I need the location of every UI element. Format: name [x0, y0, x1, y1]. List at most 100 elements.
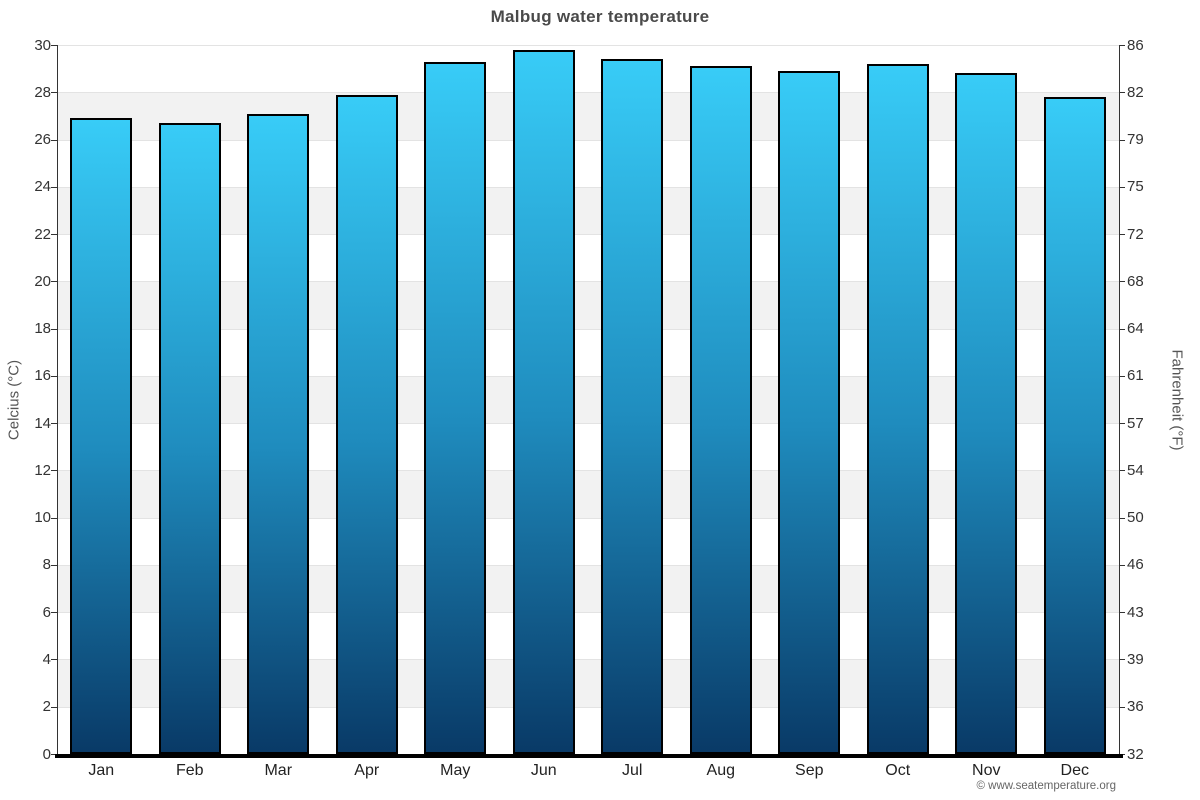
plot-band [57, 375, 1119, 424]
fahrenheit-tick-label: 50 [1127, 509, 1144, 527]
plot-band [57, 706, 1119, 754]
gridline [57, 470, 1119, 472]
month-label-may: May [440, 762, 471, 779]
celsius-tick-label: 26 [34, 131, 51, 149]
month-label-apr: Apr [354, 762, 380, 779]
celsius-tick-label: 10 [34, 509, 51, 527]
celsius-tick-label: 24 [34, 178, 51, 196]
bar-feb[interactable] [158, 123, 221, 754]
gridline [57, 234, 1119, 236]
fahrenheit-tick-label: 64 [1127, 320, 1144, 338]
gridline [57, 564, 1119, 566]
celsius-tick-mark [51, 139, 57, 141]
celsius-tick-label: 14 [34, 414, 51, 432]
fahrenheit-tick-mark [1119, 45, 1125, 46]
fahrenheit-tick-mark [1119, 234, 1125, 236]
bar-aug[interactable] [689, 66, 752, 754]
fahrenheit-tick-label: 61 [1127, 367, 1144, 385]
fahrenheit-tick-mark [1119, 470, 1125, 472]
plot-band [57, 234, 1119, 282]
celsius-tick-label: 6 [42, 603, 51, 621]
plot-band [57, 92, 1119, 140]
celsius-tick-mark [51, 92, 57, 94]
celsius-tick-mark [51, 517, 57, 519]
bar-nov[interactable] [955, 73, 1018, 754]
plot-band [57, 612, 1119, 660]
fahrenheit-tick-label: 36 [1127, 698, 1144, 716]
plot-band [57, 423, 1119, 471]
fahrenheit-tick-label: 43 [1127, 603, 1144, 621]
celsius-tick-mark [51, 423, 57, 425]
month-label-jul: Jul [622, 762, 643, 779]
fahrenheit-tick-mark [1119, 328, 1125, 330]
celsius-tick-mark [51, 281, 57, 283]
celsius-tick-mark [51, 234, 57, 236]
month-label-dec: Dec [1060, 762, 1089, 779]
fahrenheit-tick-label: 39 [1127, 650, 1144, 668]
plot-area [51, 45, 1125, 758]
fahrenheit-axis-title: Fahrenheit (°F) [1168, 349, 1186, 451]
fahrenheit-tick-mark [1119, 375, 1125, 377]
fahrenheit-tick-mark [1119, 612, 1125, 614]
fahrenheit-tick-mark [1119, 564, 1125, 566]
bar-jul[interactable] [601, 59, 664, 754]
celsius-tick-label: 20 [34, 272, 51, 290]
fahrenheit-tick-mark [1119, 139, 1125, 141]
month-label-sep: Sep [795, 762, 824, 779]
fahrenheit-tick-label: 32 [1127, 745, 1144, 763]
fahrenheit-axis-line [1119, 45, 1120, 754]
celsius-tick-label: 8 [42, 556, 51, 574]
celsius-tick-mark [51, 754, 57, 755]
fahrenheit-tick-label: 54 [1127, 461, 1144, 479]
fahrenheit-tick-mark [1119, 92, 1125, 94]
fahrenheit-tick-label: 82 [1127, 83, 1144, 101]
celsius-tick-label: 12 [34, 461, 51, 479]
plot-band [57, 517, 1119, 565]
month-label-mar: Mar [264, 762, 293, 779]
celsius-tick-mark [51, 470, 57, 472]
bar-apr[interactable] [335, 94, 398, 754]
plot-band [57, 186, 1119, 235]
celsius-tick-mark [51, 706, 57, 708]
bar-dec[interactable] [1043, 97, 1106, 754]
celsius-tick-label: 2 [42, 698, 51, 716]
bar-may[interactable] [424, 61, 487, 754]
gridline [57, 45, 1119, 46]
plot-band [57, 281, 1119, 329]
celsius-tick-label: 0 [42, 745, 51, 763]
celsius-axis-title: Celcius (°C) [5, 359, 23, 441]
bar-jan[interactable] [70, 118, 133, 754]
bar-mar[interactable] [247, 113, 310, 754]
gridline [57, 92, 1119, 94]
fahrenheit-tick-label: 86 [1127, 36, 1144, 54]
celsius-tick-mark [51, 659, 57, 661]
fahrenheit-tick-mark [1119, 423, 1125, 425]
fahrenheit-tick-label: 57 [1127, 414, 1144, 432]
celsius-tick-label: 16 [34, 367, 51, 385]
plot-band [57, 470, 1119, 518]
fahrenheit-tick-mark [1119, 186, 1125, 188]
celsius-tick-label: 18 [34, 320, 51, 338]
gridline [57, 517, 1119, 519]
month-label-feb: Feb [175, 762, 204, 779]
chart-title: Malbug water temperature [490, 7, 710, 26]
month-label-jan: Jan [88, 762, 115, 779]
bar-sep[interactable] [778, 71, 841, 754]
gridline [57, 423, 1119, 425]
gridline [57, 659, 1119, 661]
plot-band [57, 139, 1119, 187]
plot-band [57, 564, 1119, 613]
celsius-tick-mark [51, 564, 57, 566]
gridline [57, 186, 1119, 188]
bar-jun[interactable] [512, 49, 575, 754]
plot-band [57, 659, 1119, 707]
celsius-axis-line [57, 45, 58, 754]
month-label-aug: Aug [706, 762, 735, 779]
fahrenheit-tick-label: 46 [1127, 556, 1144, 574]
fahrenheit-tick-label: 68 [1127, 272, 1144, 290]
plot-band [57, 45, 1119, 93]
month-label-nov: Nov [972, 762, 1001, 779]
bar-oct[interactable] [866, 63, 929, 754]
celsius-tick-mark [51, 328, 57, 330]
